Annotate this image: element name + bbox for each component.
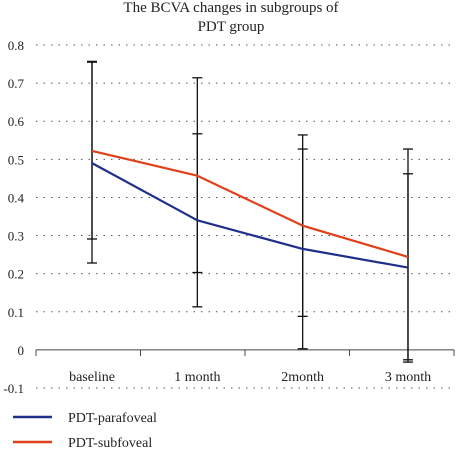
y-axis-tick-labels: 0.8 0.7 0.6 0.5 0.4 0.3 0.2 0.1 0 -0.1	[3, 38, 24, 396]
y-tick-label: 0.3	[8, 229, 24, 244]
y-tick-label: 0	[18, 343, 25, 358]
y-tick-label: 0.6	[8, 114, 25, 129]
grid-lines	[36, 44, 454, 389]
y-tick-label: 0.7	[8, 76, 25, 91]
legend: PDT-parafoveal PDT-subfoveal	[13, 411, 157, 451]
y-tick-label: 0.1	[8, 305, 24, 320]
error-bars	[87, 60, 413, 363]
x-tick-label: 2month	[281, 370, 324, 385]
x-axis	[35, 349, 455, 356]
series-lines	[91, 149, 409, 269]
x-tick-label: 3 month	[385, 370, 431, 385]
chart-title-line-1: The BCVA changes in subgroups of	[123, 0, 339, 16]
y-tick-label: 0.8	[8, 38, 24, 53]
series-line-pdt-subfoveal	[91, 149, 409, 258]
x-tick-label: baseline	[69, 370, 115, 385]
legend-label: PDT-parafoveal	[68, 411, 157, 426]
series-line-pdt-parafoveal	[91, 162, 409, 269]
x-axis-tick-labels: baseline 1 month 2month 3 month	[69, 370, 431, 385]
y-tick-label: 0.5	[8, 152, 24, 167]
y-tick-label: 0.2	[8, 267, 24, 282]
y-tick-label: 0.4	[8, 190, 25, 205]
y-tick-label: -0.1	[3, 381, 24, 396]
chart-title-line-2: PDT group	[197, 19, 265, 35]
x-tick-label: 1 month	[174, 370, 220, 385]
legend-label: PDT-subfoveal	[68, 436, 152, 451]
